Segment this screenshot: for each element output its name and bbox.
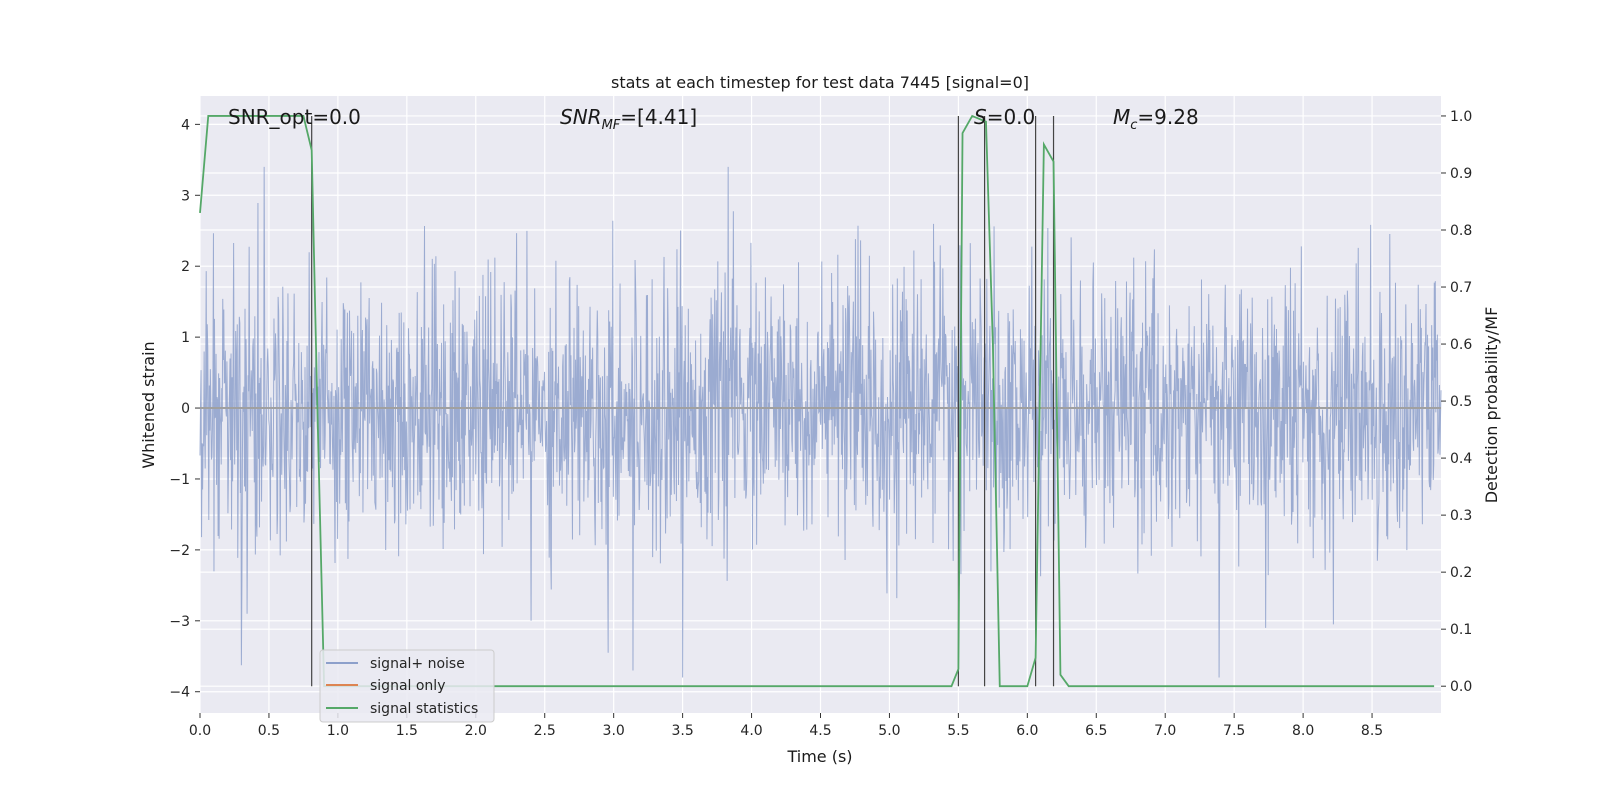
y-tick-label: −3 xyxy=(169,614,190,630)
legend-label-signal-only: signal only xyxy=(370,678,445,694)
annotation-s-value: =0.0 xyxy=(987,105,1036,129)
y-axis-left: 4 3 2 1 0 −1 −2 −3 −4 xyxy=(169,117,200,701)
x-tick-label: 4.5 xyxy=(809,723,831,739)
y-tick-label: 3 xyxy=(181,188,190,204)
x-tick-label: 5.0 xyxy=(878,723,900,739)
y2-tick-label: 0.7 xyxy=(1450,280,1472,296)
annotation-snr-mf-prefix: SNR xyxy=(560,105,602,129)
y2-tick-label: 0.5 xyxy=(1450,394,1472,410)
annotation-snr-mf: SNRMF=[4.41] xyxy=(560,105,697,133)
legend: signal+ noise signal only signal statist… xyxy=(319,649,495,723)
y2-tick-label: 0.0 xyxy=(1450,679,1472,695)
annotation-mc-prefix: M xyxy=(1113,105,1130,129)
y-tick-label: −2 xyxy=(169,543,190,559)
y2-axis-label: Detection probability/MF xyxy=(1482,307,1501,504)
y-tick-label: 2 xyxy=(181,259,190,275)
chart-title: stats at each timestep for test data 744… xyxy=(611,73,1029,92)
y2-tick-label: 0.8 xyxy=(1450,223,1472,239)
annotation-s-prefix: S xyxy=(974,105,987,129)
y-tick-label: 4 xyxy=(181,117,190,133)
legend-box xyxy=(319,649,495,723)
legend-label-signal-statistics: signal statistics xyxy=(370,701,478,717)
annotation-snr-mf-value: =[4.41] xyxy=(620,105,697,129)
x-tick-label: 8.0 xyxy=(1292,723,1314,739)
y-tick-label: 1 xyxy=(181,330,190,346)
y2-tick-label: 0.3 xyxy=(1450,508,1472,524)
x-tick-label: 6.5 xyxy=(1085,723,1107,739)
y-axis-label: Whitened strain xyxy=(139,341,158,468)
annotation-mc: Mc=9.28 xyxy=(1113,105,1199,133)
x-tick-label: 0.0 xyxy=(189,723,211,739)
y-axis-right: 1.0 0.9 0.8 0.7 0.6 0.5 0.4 0.3 0.2 0.1 0.0 xyxy=(1441,109,1472,695)
y2-tick-label: 0.9 xyxy=(1450,166,1472,182)
x-tick-label: 2.0 xyxy=(465,723,487,739)
y-tick-label: 0 xyxy=(181,401,190,417)
strain-series xyxy=(199,166,1442,678)
x-tick-label: 3.0 xyxy=(603,723,625,739)
y2-tick-label: 1.0 xyxy=(1450,109,1472,125)
y2-tick-label: 0.6 xyxy=(1450,337,1472,353)
y2-tick-label: 0.1 xyxy=(1450,622,1472,638)
x-tick-label: 1.5 xyxy=(396,723,418,739)
x-axis: 0.0 0.5 1.0 1.5 2.0 2.5 3.0 3.5 4.0 4.5 5.0 5.5 6.0 6… xyxy=(189,713,1383,739)
x-tick-label: 3.5 xyxy=(671,723,693,739)
x-tick-label: 7.0 xyxy=(1154,723,1176,739)
annotation-snr-mf-sub: MF xyxy=(602,118,621,133)
y-tick-label: −4 xyxy=(169,685,190,701)
series-signal-statistics-line xyxy=(199,114,1435,688)
x-tick-label: 2.5 xyxy=(534,723,556,739)
x-tick-label: 4.0 xyxy=(740,723,762,739)
x-axis-label: Time (s) xyxy=(786,747,852,766)
x-tick-label: 5.5 xyxy=(947,723,969,739)
statistics-series xyxy=(199,114,1435,688)
series-signal-noise-line xyxy=(199,166,1442,678)
annotation-mc-sub: c xyxy=(1130,118,1137,133)
annotation-mc-value: =9.28 xyxy=(1137,105,1198,129)
y-tick-label: −1 xyxy=(169,472,190,488)
legend-label-signal-noise: signal+ noise xyxy=(370,656,465,672)
annotation-snr-opt: SNR_opt=0.0 xyxy=(228,105,361,129)
y2-tick-label: 0.2 xyxy=(1450,565,1472,581)
x-tick-label: 8.5 xyxy=(1361,723,1383,739)
x-tick-label: 1.0 xyxy=(327,723,349,739)
y2-tick-label: 0.4 xyxy=(1450,451,1472,467)
x-tick-label: 0.5 xyxy=(258,723,280,739)
annotation-s: S=0.0 xyxy=(974,105,1035,129)
x-tick-label: 7.5 xyxy=(1223,723,1245,739)
x-tick-label: 6.0 xyxy=(1016,723,1038,739)
